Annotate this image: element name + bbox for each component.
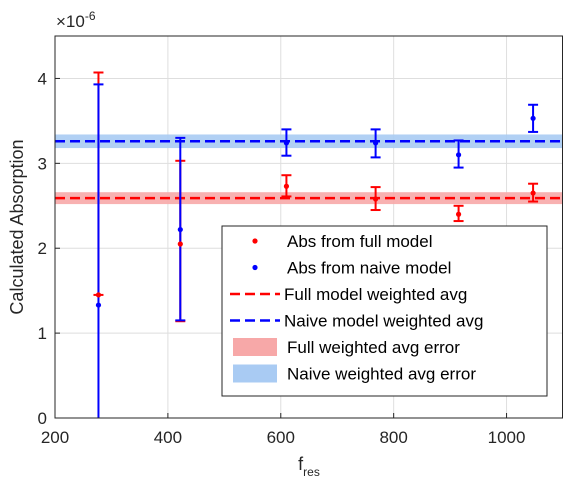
x-axis-label: fres <box>298 454 320 479</box>
x-tick-label: 200 <box>41 428 69 447</box>
legend-patch <box>233 338 277 356</box>
x-tick-label: 400 <box>154 428 182 447</box>
y-tick-label: 4 <box>38 69 47 88</box>
x-tick-label: 1000 <box>488 428 526 447</box>
x-axis-label-main: f <box>298 454 304 474</box>
legend-label: Abs from full model <box>287 232 433 251</box>
data-point <box>455 152 462 158</box>
data-point <box>455 211 462 217</box>
y-exponent-power: -6 <box>85 9 96 23</box>
y-tick-label: 3 <box>38 154 47 173</box>
legend: Abs from full model Abs from naive model F… <box>221 225 548 397</box>
data-point <box>283 140 290 146</box>
legend-label: Naive model weighted avg <box>284 312 483 331</box>
data-point <box>530 115 536 121</box>
data-point <box>530 190 536 196</box>
legend-marker <box>252 238 258 244</box>
data-point <box>177 226 183 233</box>
legend-patch <box>233 364 277 383</box>
axis-ticks: 200 400 600 800 1000 0 1 2 3 4 <box>38 69 526 447</box>
data-point <box>95 292 102 298</box>
y-exponent-label: ×10-6 <box>56 9 96 31</box>
y-exponent-base: ×10 <box>56 12 85 31</box>
error-band <box>55 192 563 205</box>
y-tick-label: 1 <box>38 324 47 343</box>
data-points <box>95 115 536 308</box>
data-point <box>373 196 379 202</box>
data-point <box>373 140 379 146</box>
legend-marker <box>252 264 258 271</box>
legend-label: Full weighted avg error <box>287 338 460 357</box>
y-tick-label: 2 <box>38 239 47 258</box>
y-tick-label: 0 <box>38 409 47 428</box>
legend-label: Full model weighted avg <box>284 285 467 304</box>
legend-label: Naive weighted avg error <box>287 365 476 384</box>
x-tick-label: 600 <box>267 428 295 447</box>
data-point <box>177 241 183 247</box>
weighted-average-lines <box>55 140 563 200</box>
data-point <box>283 183 290 189</box>
legend-label: Abs from naive model <box>287 259 451 278</box>
data-point <box>95 302 102 308</box>
error-bands <box>55 134 563 205</box>
y-axis-label: Calculated Absorption <box>7 139 27 314</box>
x-tick-label: 800 <box>379 428 407 447</box>
x-axis-label-subscript: res <box>303 465 320 479</box>
legend-items: Abs from full model Abs from naive model F… <box>230 232 483 384</box>
